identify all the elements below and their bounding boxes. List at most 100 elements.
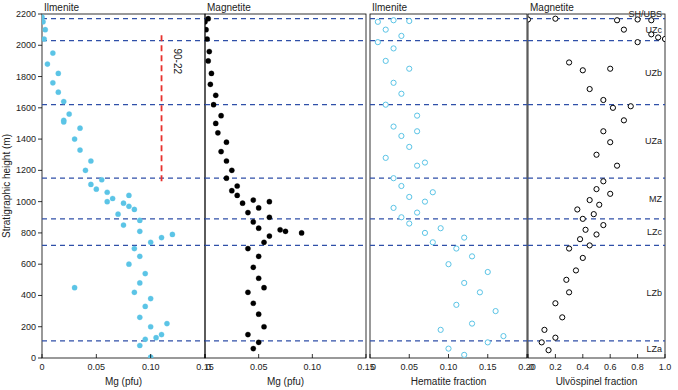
zone-boundary [528, 40, 665, 41]
point [601, 97, 606, 102]
point [399, 91, 404, 96]
point [375, 40, 380, 45]
point [209, 71, 214, 76]
point [628, 104, 633, 109]
point [399, 215, 404, 220]
point [229, 168, 234, 173]
plot-area [42, 15, 205, 358]
point [430, 240, 435, 245]
point [601, 129, 606, 134]
point [438, 226, 443, 231]
point [43, 27, 48, 32]
point [580, 68, 585, 73]
x-tick [487, 354, 488, 358]
figure: 00.050.100.15020040060080010001200140016… [0, 0, 678, 390]
x-tick [205, 354, 206, 358]
point [137, 218, 142, 223]
x-tick-label: 0 [529, 362, 534, 372]
point [391, 124, 396, 129]
point [580, 255, 585, 260]
plot-area [370, 18, 527, 358]
point [656, 35, 661, 40]
point [454, 302, 459, 307]
x-tick [370, 354, 371, 358]
x-tick [582, 354, 583, 358]
point [143, 337, 148, 342]
point [587, 243, 592, 248]
point [99, 177, 104, 182]
x-tick [527, 354, 528, 358]
point [94, 187, 99, 192]
point [50, 80, 55, 85]
point [415, 113, 420, 118]
point [224, 158, 229, 163]
zone-boundary [42, 178, 205, 179]
point [399, 133, 404, 138]
point [219, 149, 224, 154]
point [462, 352, 467, 357]
point [137, 229, 142, 234]
point [72, 285, 77, 290]
point [299, 230, 304, 235]
zone-boundary [528, 104, 665, 105]
point [462, 235, 467, 240]
zone-boundary [42, 218, 205, 219]
point [539, 340, 544, 345]
point [256, 226, 261, 231]
y-tick-label: 1400 [16, 134, 36, 144]
point [148, 240, 153, 245]
zone-label: SH/UBS [628, 9, 662, 19]
x-tick-label: 0.10 [304, 362, 322, 372]
x-tick [528, 354, 529, 358]
point [256, 312, 261, 317]
point [251, 301, 256, 306]
x-tick-label: 1.0 [659, 362, 672, 372]
plot-area [528, 16, 665, 353]
y-tick-label: 0 [31, 353, 36, 363]
point [121, 201, 126, 206]
point [45, 61, 50, 66]
point [501, 334, 506, 339]
point [594, 232, 599, 237]
point [601, 179, 606, 184]
point [391, 176, 396, 181]
zone-label: MZ [649, 194, 662, 204]
point [587, 197, 592, 202]
zone-boundary [205, 218, 366, 219]
zone-boundary [370, 245, 527, 246]
y-tick [38, 295, 42, 296]
zone-boundary [42, 245, 205, 246]
frame [42, 14, 205, 358]
point [56, 71, 61, 76]
point [240, 201, 245, 206]
point [446, 346, 451, 351]
zone-boundary [205, 245, 366, 246]
point [211, 102, 216, 107]
point [132, 207, 137, 212]
point [143, 271, 148, 276]
y-tick [38, 45, 42, 46]
point [159, 332, 164, 337]
point [407, 144, 412, 149]
frame [205, 14, 366, 358]
point [205, 36, 210, 41]
point [251, 346, 256, 351]
plot-area [205, 16, 366, 351]
zone-boundary [370, 340, 527, 341]
y-tick-label: 600 [21, 259, 36, 269]
y-tick-label: 2200 [16, 9, 36, 19]
point [278, 227, 283, 232]
point [415, 163, 420, 168]
x-tick-label: 0.05 [400, 362, 418, 372]
y-tick [38, 358, 42, 359]
point [567, 246, 572, 251]
point [462, 280, 467, 285]
zone-boundary [528, 245, 665, 246]
y-tick [38, 170, 42, 171]
zone-boundary [370, 104, 527, 105]
x-tick [366, 354, 367, 358]
point [251, 219, 256, 224]
point [407, 221, 412, 226]
panel-title: Magnetite [530, 2, 574, 13]
point [422, 230, 427, 235]
